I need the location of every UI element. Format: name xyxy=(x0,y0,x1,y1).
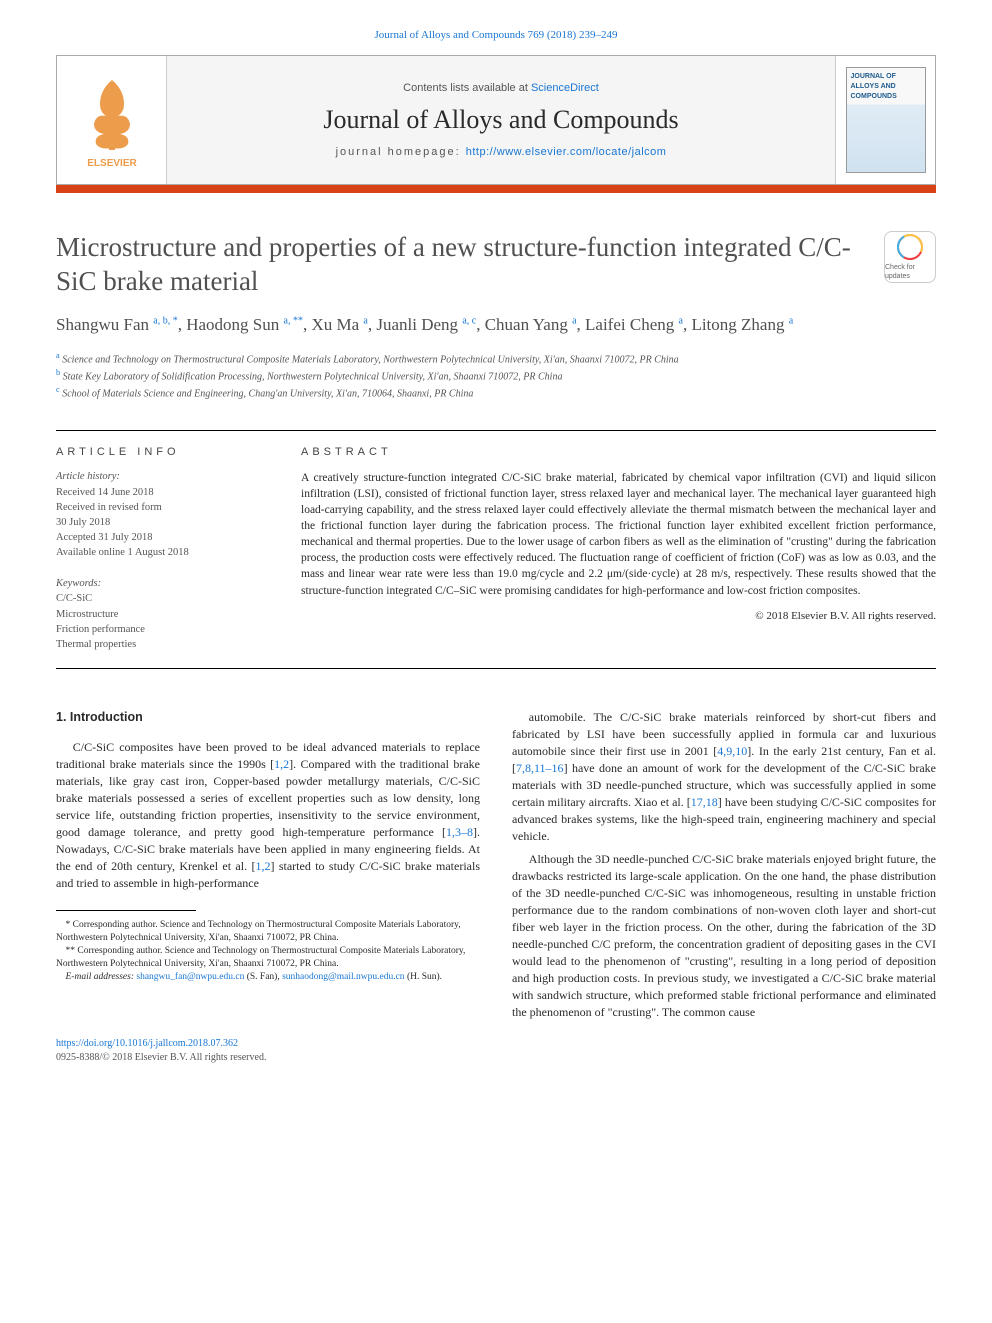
journal-cover-text: JOURNAL OF ALLOYS AND COMPOUNDS xyxy=(851,72,921,101)
top-citation: Journal of Alloys and Compounds 769 (201… xyxy=(0,0,992,55)
homepage-link[interactable]: http://www.elsevier.com/locate/jalcom xyxy=(466,146,667,158)
column-right: automobile. The C/C-SiC brake materials … xyxy=(512,709,936,1021)
ref-link[interactable]: 1,3–8 xyxy=(446,825,473,839)
masthead-center: Contents lists available at ScienceDirec… xyxy=(167,56,835,184)
footnote-email2-who: (H. Sun). xyxy=(405,972,442,982)
body-columns: 1. Introduction C/C-SiC composites have … xyxy=(56,709,936,1021)
sciencedirect-link[interactable]: ScienceDirect xyxy=(531,82,599,94)
abstract-head: ABSTRACT xyxy=(301,445,936,460)
affiliations: a Science and Technology on Thermostruct… xyxy=(56,338,936,402)
footer-block: https://doi.org/10.1016/j.jallcom.2018.0… xyxy=(56,1037,936,1065)
journal-cover: JOURNAL OF ALLOYS AND COMPOUNDS xyxy=(835,56,935,184)
title-block: Microstructure and properties of a new s… xyxy=(56,193,936,299)
intro-para-3: Although the 3D needle-punched C/C-SiC b… xyxy=(512,851,936,1021)
article-info: ARTICLE INFO Article history: Received 1… xyxy=(56,445,261,653)
masthead: ELSEVIER Contents lists available at Sci… xyxy=(56,55,936,193)
top-citation-link[interactable]: Journal of Alloys and Compounds 769 (201… xyxy=(375,29,618,41)
history-label: Article history: xyxy=(56,470,261,485)
contents-available-line: Contents lists available at ScienceDirec… xyxy=(403,81,599,96)
ref-link[interactable]: 1,2 xyxy=(274,757,289,771)
ref-link[interactable]: 7,8,11–16 xyxy=(516,761,564,775)
keywords-body: C/C-SiCMicrostructureFriction performanc… xyxy=(56,591,261,652)
history-body: Received 14 June 2018Received in revised… xyxy=(56,485,261,561)
journal-homepage: journal homepage: http://www.elsevier.co… xyxy=(336,145,667,160)
accent-bar xyxy=(56,185,936,193)
footnote-emails: E-mail addresses: shangwu_fan@nwpu.edu.c… xyxy=(56,971,480,984)
issn-copyright: 0925-8388/© 2018 Elsevier B.V. All right… xyxy=(56,1051,936,1065)
abstract-copyright: © 2018 Elsevier B.V. All rights reserved… xyxy=(301,609,936,624)
footnote-separator xyxy=(56,910,196,911)
intro-para-1: C/C-SiC composites have been proved to b… xyxy=(56,739,480,892)
keywords-label: Keywords: xyxy=(56,577,261,592)
ref-link[interactable]: 4,9,10 xyxy=(717,744,747,758)
journal-name: Journal of Alloys and Compounds xyxy=(323,102,678,138)
column-left: 1. Introduction C/C-SiC composites have … xyxy=(56,709,480,1021)
email-link-2[interactable]: sunhaodong@mail.nwpu.edu.cn xyxy=(282,972,404,982)
article-title: Microstructure and properties of a new s… xyxy=(56,231,864,299)
article-info-head: ARTICLE INFO xyxy=(56,445,261,460)
crossmark-label: Check for updates xyxy=(885,263,935,283)
crossmark-badge[interactable]: Check for updates xyxy=(884,231,936,283)
abstract: ABSTRACT A creatively structure-function… xyxy=(301,445,936,653)
footnotes: * Corresponding author. Science and Tech… xyxy=(56,919,480,983)
authors-line: Shangwu Fan a, b, *, Haodong Sun a, **, … xyxy=(56,299,936,338)
ref-link[interactable]: 1,2 xyxy=(255,859,270,873)
section-1-heading: 1. Introduction xyxy=(56,709,480,727)
footnote-email1-who: (S. Fan), xyxy=(244,972,282,982)
contents-available-prefix: Contents lists available at xyxy=(403,82,531,94)
crossmark-icon xyxy=(896,233,924,261)
email-link-1[interactable]: shangwu_fan@nwpu.edu.cn xyxy=(136,972,244,982)
footnote-email-label: E-mail addresses: xyxy=(66,972,137,982)
abstract-body: A creatively structure-function integrat… xyxy=(301,470,936,599)
meta-row: ARTICLE INFO Article history: Received 1… xyxy=(56,430,936,670)
footnote-corresp-2: ** Corresponding author. Science and Tec… xyxy=(56,945,480,971)
elsevier-tree-icon: ELSEVIER xyxy=(72,70,152,170)
journal-cover-thumb: JOURNAL OF ALLOYS AND COMPOUNDS xyxy=(846,67,926,173)
doi-link[interactable]: https://doi.org/10.1016/j.jallcom.2018.0… xyxy=(56,1038,238,1049)
publisher-logo: ELSEVIER xyxy=(57,56,167,184)
homepage-label: journal homepage: xyxy=(336,146,466,158)
footnote-corresp-1: * Corresponding author. Science and Tech… xyxy=(56,919,480,945)
intro-para-2: automobile. The C/C-SiC brake materials … xyxy=(512,709,936,845)
ref-link[interactable]: 17,18 xyxy=(691,795,718,809)
publisher-logo-text: ELSEVIER xyxy=(87,158,137,169)
